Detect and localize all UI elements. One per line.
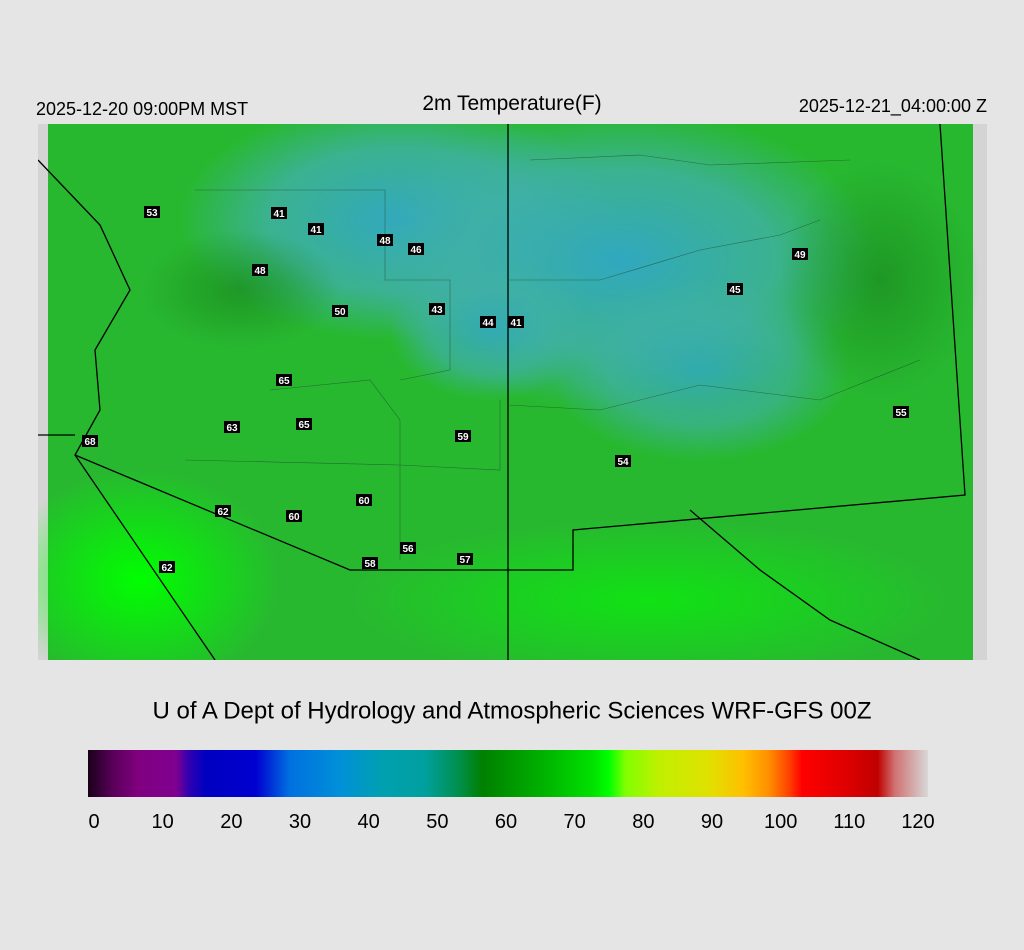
station-box — [400, 542, 416, 554]
colorbar-tick-label: 80 — [632, 811, 654, 833]
cold-area — [390, 260, 590, 400]
station-box — [429, 303, 445, 315]
station-temp: 48 — [254, 266, 266, 277]
station-temp: 59 — [457, 432, 469, 443]
colorbar-tick-label: 40 — [358, 811, 380, 833]
station-temp: 68 — [84, 437, 96, 448]
station-temp: 46 — [410, 245, 422, 256]
station-box — [271, 207, 287, 219]
dark-area — [140, 230, 340, 350]
county-border — [269, 379, 401, 560]
valid-utc-time: 2025-12-21_04:00:00 Z — [799, 96, 987, 117]
station-temp: 58 — [364, 559, 376, 570]
station-temp: 48 — [379, 236, 391, 247]
station-box — [508, 316, 524, 328]
station-temp: 54 — [617, 457, 629, 468]
station-temp: 62 — [161, 563, 173, 574]
footer-credit: U of A Dept of Hydrology and Atmospheric… — [153, 697, 872, 724]
colorbar-tick-label: 60 — [495, 811, 517, 833]
station-temp: 57 — [459, 555, 471, 566]
colorbar-tick-label: 20 — [220, 811, 242, 833]
station-temp: 65 — [298, 420, 310, 431]
station-box — [144, 206, 160, 218]
station-box — [615, 455, 631, 467]
station-temp: 60 — [358, 496, 370, 507]
colorbar-tick-label: 30 — [289, 811, 311, 833]
station-box — [296, 418, 312, 430]
station-box — [362, 557, 378, 569]
colorbar-tick-label: 110 — [833, 811, 865, 833]
station-box — [286, 510, 302, 522]
warm-area — [350, 520, 950, 660]
county-border — [529, 154, 851, 166]
station-box — [276, 374, 292, 386]
station-box — [377, 234, 393, 246]
colorbar-tick-label: 120 — [901, 811, 934, 833]
station-box — [82, 435, 98, 447]
station-temp: 56 — [402, 544, 414, 555]
station-box — [159, 561, 175, 573]
station-temp: 41 — [273, 209, 285, 220]
state-border — [689, 509, 921, 660]
colorbar-tick-label: 0 — [88, 811, 99, 833]
station-temp: 62 — [217, 507, 229, 518]
station-box — [455, 430, 471, 442]
dark-area — [780, 160, 980, 400]
station-box — [457, 553, 473, 565]
station-box — [480, 316, 496, 328]
station-labels: 53 41 41 48 46 48 50 43 44 41 49 45 65 63 65 59 68 54 55 60… — [82, 206, 909, 574]
station-temp: 60 — [288, 512, 300, 523]
colorbar-tick-label: 90 — [701, 811, 723, 833]
county-border — [508, 219, 821, 281]
station-box — [308, 223, 324, 235]
map-title: 2m Temperature(F) — [422, 92, 601, 115]
station-temp: 44 — [482, 318, 494, 329]
station-temp: 55 — [895, 408, 907, 419]
cold-area — [550, 280, 850, 460]
station-box — [252, 264, 268, 276]
station-temp: 45 — [729, 285, 741, 296]
station-temp: 41 — [310, 225, 322, 236]
county-border — [507, 359, 921, 411]
colorbar-tick-label: 10 — [152, 811, 174, 833]
station-temp: 41 — [510, 318, 522, 329]
station-temp: 63 — [226, 423, 238, 434]
station-box — [224, 421, 240, 433]
station-box — [332, 305, 348, 317]
colorbar-tick-label: 100 — [764, 811, 797, 833]
valid-local-time: 2025-12-20 09:00PM MST — [36, 99, 248, 119]
map — [38, 124, 987, 660]
state-border — [74, 124, 966, 571]
county-border — [195, 189, 451, 381]
station-box — [893, 406, 909, 418]
station-temp: 53 — [146, 208, 158, 219]
station-temp: 43 — [431, 305, 443, 316]
station-box — [727, 283, 743, 295]
colorbar-tick-label: 50 — [426, 811, 448, 833]
colorbar — [88, 750, 928, 797]
colorbar-ticks: 0 10 20 30 40 50 60 70 80 90 100 110 120 — [88, 811, 934, 833]
warm-area — [38, 470, 280, 660]
colorbar-tick-label: 70 — [564, 811, 586, 833]
station-box — [408, 243, 424, 255]
station-box — [215, 505, 231, 517]
station-temp: 50 — [334, 307, 346, 318]
station-temp: 65 — [278, 376, 290, 387]
station-box — [356, 494, 372, 506]
station-temp: 49 — [794, 250, 806, 261]
station-box — [792, 248, 808, 260]
county-border — [184, 400, 501, 471]
